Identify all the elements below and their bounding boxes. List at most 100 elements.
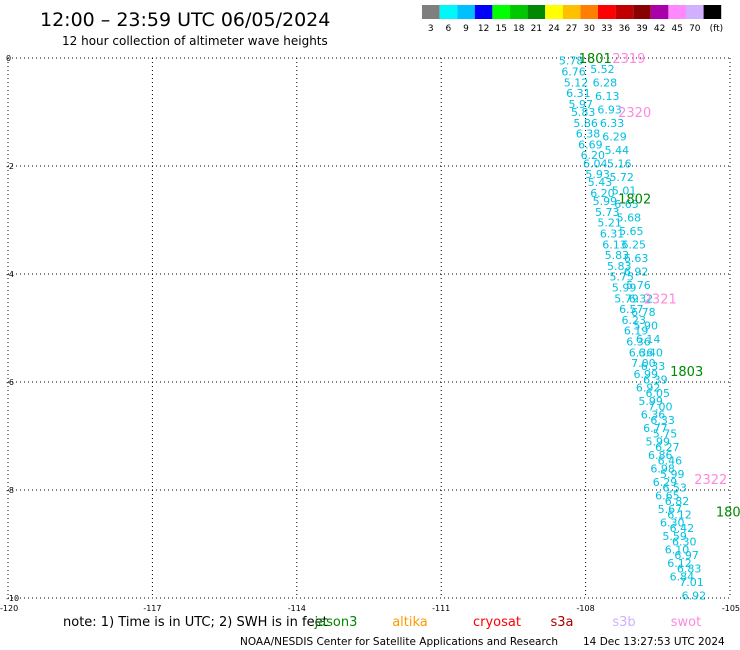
track-time-label: 1801	[579, 52, 612, 67]
wave-height-point: 6.65	[614, 198, 639, 211]
colorbar-swatch	[580, 5, 598, 19]
colorbar-swatch	[598, 5, 616, 19]
wave-height-point: 6.05	[646, 387, 671, 400]
wave-height-point: 6.13	[602, 238, 627, 251]
track-time-label: 2319	[612, 52, 645, 67]
colorbar-swatch	[492, 5, 510, 19]
colorbar-swatch	[668, 5, 686, 19]
wave-height-point: 5.21	[597, 217, 622, 230]
y-tick-label: -8	[6, 486, 14, 495]
wave-height-point: 6.19	[624, 325, 649, 338]
wave-height-point: 6.33	[641, 360, 666, 373]
wave-height-point: 6.93	[597, 103, 622, 116]
color-scale-legend: 3 6 9 12 15 18 21 24 27 30 33 36 39 42 45 70 (ft)	[422, 5, 723, 34]
wave-height-point: 6.97	[674, 549, 699, 562]
wave-height-point: 6.92	[682, 589, 707, 602]
wave-height-point: 5.16	[607, 157, 632, 170]
satellite-legend: jason3 altika cryosat s3a s3b swot	[314, 615, 702, 630]
wave-height-point: 5.76	[626, 279, 651, 292]
wave-height-point: 6.86	[648, 449, 673, 462]
wave-height-point: 6.98	[650, 462, 675, 475]
satellite-legend-item: altika	[392, 615, 428, 630]
colorbar-swatch	[703, 5, 722, 19]
wave-height-point: 6.84	[670, 570, 695, 583]
y-tick-label: -2	[6, 162, 14, 171]
colorbar-swatch	[510, 5, 528, 19]
track-time-label: 1804	[716, 506, 740, 521]
wave-height-point: 6.82	[665, 495, 690, 508]
satellite-legend-item: s3b	[612, 615, 635, 630]
wave-height-point: 5.99	[612, 282, 637, 295]
wave-height-point: 5.83	[571, 106, 596, 119]
wave-height-point: 6.12	[667, 508, 692, 521]
wave-height-point: 5.99	[646, 435, 671, 448]
colorbar-label: 3	[428, 24, 434, 34]
colorbar-swatch	[633, 5, 651, 19]
wave-height-point: 6.20	[581, 149, 606, 162]
wave-height-point: 7.00	[631, 357, 656, 370]
x-tick-label: -114	[288, 604, 306, 613]
x-tick-label: -105	[722, 604, 740, 613]
wave-height-point: 5.67	[658, 503, 683, 516]
colorbar-swatch	[457, 5, 475, 19]
wave-height-point: 5.99	[593, 195, 618, 208]
wave-height-point: 5.72	[609, 171, 634, 184]
colorbar-label: 70	[689, 24, 701, 34]
wave-height-point: 5.78	[559, 55, 584, 68]
wave-height-point: 7.01	[679, 576, 704, 589]
y-tick-label: -4	[6, 270, 14, 279]
colorbar-label: 27	[566, 24, 577, 34]
colorbar-label: 18	[513, 24, 525, 34]
satellite-legend-item: swot	[671, 615, 701, 630]
colorbar-label: 15	[495, 24, 506, 34]
wave-height-point: 5.99	[660, 468, 685, 481]
x-tick-label: -108	[577, 604, 595, 613]
wave-height-point: 6.39	[643, 373, 668, 386]
colorbar-swatch	[527, 5, 546, 19]
wave-height-point: 6.31	[600, 228, 625, 241]
colorbar-swatch	[422, 5, 440, 19]
wave-height-point: 6.36	[629, 346, 654, 359]
colorbar-label: 9	[463, 24, 469, 34]
wave-height-point: 5.79	[614, 292, 639, 305]
colorbar-label: 24	[548, 24, 560, 34]
wave-height-point: 5.75	[653, 427, 678, 440]
wave-height-point: 5.86	[573, 117, 598, 130]
wave-height-point: 5.99	[638, 395, 663, 408]
wave-height-point: 6.78	[631, 306, 656, 319]
wave-height-point: 6.92	[636, 381, 661, 394]
wave-height-point: 5.59	[662, 530, 687, 543]
wave-height-point: 5.65	[619, 225, 644, 238]
colorbar-label: 33	[601, 24, 612, 34]
wave-height-point: 6.12	[667, 557, 692, 570]
track-time-label: 2320	[618, 106, 651, 121]
colorbar-swatch	[439, 5, 458, 19]
colorbar-swatch	[545, 5, 563, 19]
wave-height-point: 6.46	[658, 454, 683, 467]
wave-height-point: 6.29	[602, 130, 627, 143]
wave-height-point: 6.92	[624, 265, 649, 278]
wave-height-point: 5.93	[585, 168, 610, 181]
timestamp-text: 14 Dec 13:27:53 UTC 2024	[583, 636, 725, 648]
wave-height-point: 5.43	[588, 176, 613, 189]
track-time-label: 2321	[644, 292, 677, 307]
wave-height-point: 6.42	[670, 522, 695, 535]
wave-height-point: 5.75	[609, 271, 634, 284]
wave-height-point: 6.14	[636, 333, 661, 346]
colorbar-swatch	[562, 5, 581, 19]
colorbar-label: 45	[671, 24, 682, 34]
chart-subtitle: 12 hour collection of altimeter wave hei…	[62, 34, 328, 48]
wave-height-point: 6.28	[593, 76, 618, 89]
wave-height-point: 6.32	[629, 292, 654, 305]
colorbar-label: 42	[654, 24, 665, 34]
wave-height-point: 6.20	[590, 187, 615, 200]
plot-area: 0 -2 -4 -6 -8 -10-120 -117 -114 -111 -108 -105 5.78…	[0, 52, 740, 613]
track-time-label: 2322	[694, 473, 727, 488]
wave-height-point: 7.00	[648, 400, 673, 413]
wave-height-point: 6.40	[638, 346, 663, 359]
colorbar-swatch	[650, 5, 669, 19]
wave-height-point: 5.73	[595, 206, 620, 219]
wave-height-point: 6.99	[634, 368, 659, 381]
